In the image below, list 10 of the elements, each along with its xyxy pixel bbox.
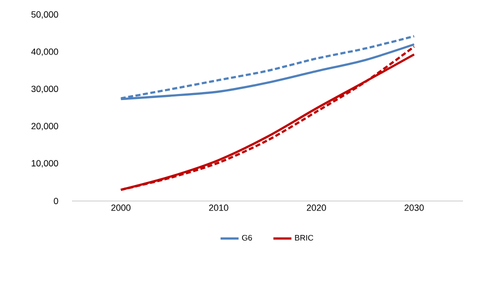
x-tick-label: 2010 [209,204,228,211]
y-tick-label: 10,000 [32,160,58,168]
x-tick-label: 2030 [404,204,424,211]
x-tick-label: 2020 [306,204,326,211]
y-tick-label: 40,000 [31,48,58,56]
y-tick-label: 0 [54,198,58,204]
y-tick-label: 20,000 [32,122,58,130]
y-tick-label: 50,000 [31,11,58,19]
y-tick-label: 30,000 [31,86,58,94]
x-tick-label: 2000 [111,204,130,211]
